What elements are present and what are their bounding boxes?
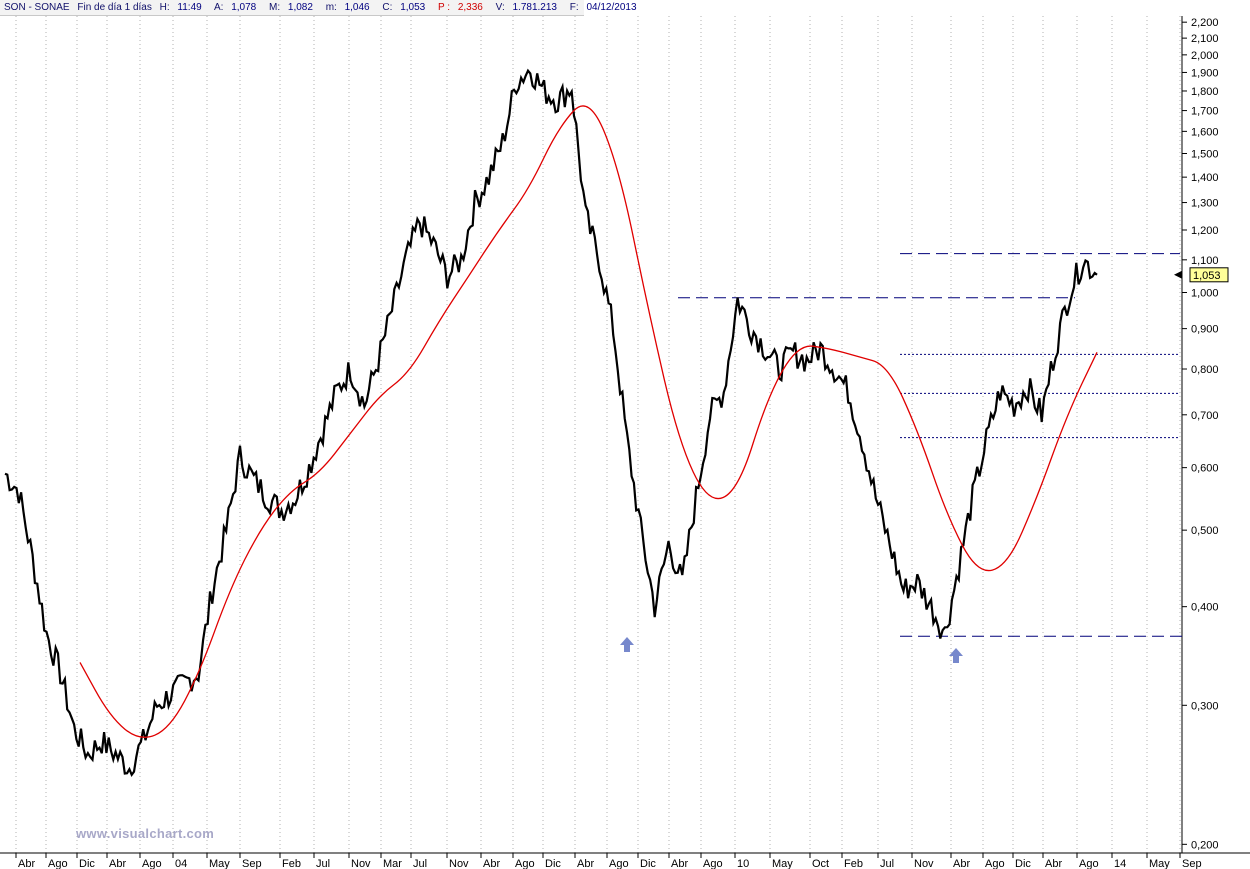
x-tick-label: 10 xyxy=(737,858,749,869)
volume-label: V: 1.781.213 xyxy=(495,2,558,13)
time-label: H: 11:49 xyxy=(159,2,202,13)
y-tick-label: 0,400 xyxy=(1191,602,1219,614)
y-tick-label: 1,800 xyxy=(1191,86,1219,98)
period-label: Fin de día 1 días xyxy=(77,2,152,13)
x-tick-label: Abr xyxy=(18,858,35,869)
date-value: 04/12/2013 xyxy=(586,2,637,13)
price-series xyxy=(4,68,1098,778)
y-tick-label: 2,200 xyxy=(1191,17,1219,29)
time-value: 11:49 xyxy=(177,2,202,13)
open-value: 1,078 xyxy=(231,2,257,13)
watermark: www.visualchart.com xyxy=(76,826,215,841)
y-tick-label: 1,700 xyxy=(1191,106,1219,118)
x-tick-label: Dic xyxy=(640,858,656,869)
y-tick-label: 0,800 xyxy=(1191,364,1219,376)
moving-average-series xyxy=(79,105,1098,738)
y-tick-label: 1,600 xyxy=(1191,126,1219,138)
up-arrow-icon xyxy=(949,648,963,663)
y-tick-label: 0,500 xyxy=(1191,525,1219,537)
high-label: M: 1,082 xyxy=(269,2,313,13)
volume-value: 1.781.213 xyxy=(512,2,558,13)
x-tick-label: Dic xyxy=(545,858,561,869)
x-tick-label: Abr xyxy=(953,858,970,869)
x-tick-label: 14 xyxy=(1114,858,1126,869)
y-tick-label: 0,900 xyxy=(1191,324,1219,336)
y-tick-label: 2,000 xyxy=(1191,50,1219,62)
x-tick-label: Ago xyxy=(515,858,535,869)
x-tick-label: May xyxy=(1149,858,1170,869)
close-label: C: 1,053 xyxy=(382,2,426,13)
pct-value: 2,336 xyxy=(457,2,483,13)
x-tick-label: Nov xyxy=(914,858,934,869)
y-tick-label: 2,100 xyxy=(1191,33,1219,45)
x-tick-label: Feb xyxy=(844,858,863,869)
x-tick-label: May xyxy=(772,858,793,869)
last-price-value: 1,053 xyxy=(1193,270,1221,282)
x-tick-label: Oct xyxy=(812,858,829,869)
x-tick-label: Jul xyxy=(413,858,427,869)
x-tick-label: Ago xyxy=(703,858,723,869)
x-tick-label: Nov xyxy=(351,858,371,869)
up-arrow-icon xyxy=(620,637,634,652)
y-tick-label: 0,600 xyxy=(1191,463,1219,475)
y-tick-label: 0,700 xyxy=(1191,410,1219,422)
low-value: 1,046 xyxy=(344,2,370,13)
x-tick-label: Abr xyxy=(483,858,500,869)
x-tick-label: Sep xyxy=(1182,858,1202,869)
x-tick-label: Nov xyxy=(449,858,469,869)
x-tick-label: Dic xyxy=(1015,858,1031,869)
high-value: 1,082 xyxy=(287,2,313,13)
x-tick-label: Abr xyxy=(671,858,688,869)
x-tick-label: Ago xyxy=(142,858,162,869)
y-tick-label: 1,500 xyxy=(1191,148,1219,160)
date-label: F: 04/12/2013 xyxy=(569,2,637,13)
x-tick-label: Feb xyxy=(282,858,301,869)
chart-header: SON - SONAE Fin de día 1 días H: 11:49 A… xyxy=(0,0,637,16)
x-tick-label: 04 xyxy=(175,858,187,869)
x-tick-label: Sep xyxy=(242,858,262,869)
open-label: A: 1,078 xyxy=(213,2,257,13)
x-tick-label: Ago xyxy=(48,858,68,869)
x-tick-label: Abr xyxy=(1045,858,1062,869)
x-tick-label: Jul xyxy=(880,858,894,869)
y-tick-label: 0,200 xyxy=(1191,839,1219,851)
x-tick-label: Mar xyxy=(383,858,402,869)
y-tick-label: 1,400 xyxy=(1191,172,1219,184)
low-label: m: 1,046 xyxy=(325,2,370,13)
x-tick-label: Ago xyxy=(609,858,629,869)
x-tick-label: Dic xyxy=(79,858,95,869)
last-price-tag xyxy=(1189,267,1229,283)
x-tick-label: Ago xyxy=(1079,858,1099,869)
x-tick-label: May xyxy=(209,858,230,869)
x-tick-label: Jul xyxy=(316,858,330,869)
x-tick-label: Abr xyxy=(109,858,126,869)
close-value: 1,053 xyxy=(400,2,426,13)
y-tick-label: 1,900 xyxy=(1191,67,1219,79)
y-tick-label: 1,200 xyxy=(1191,225,1219,237)
y-tick-label: 1,300 xyxy=(1191,198,1219,210)
y-tick-label: 1,000 xyxy=(1191,288,1219,300)
x-tick-label: Ago xyxy=(985,858,1005,869)
pct-label: P : 2,336 xyxy=(438,2,483,13)
symbol-label: SON - SONAE xyxy=(4,2,70,13)
y-tick-label: 1,100 xyxy=(1191,255,1219,267)
last-price-pointer xyxy=(1174,270,1182,279)
y-tick-label: 0,300 xyxy=(1191,700,1219,712)
x-tick-label: Abr xyxy=(577,858,594,869)
